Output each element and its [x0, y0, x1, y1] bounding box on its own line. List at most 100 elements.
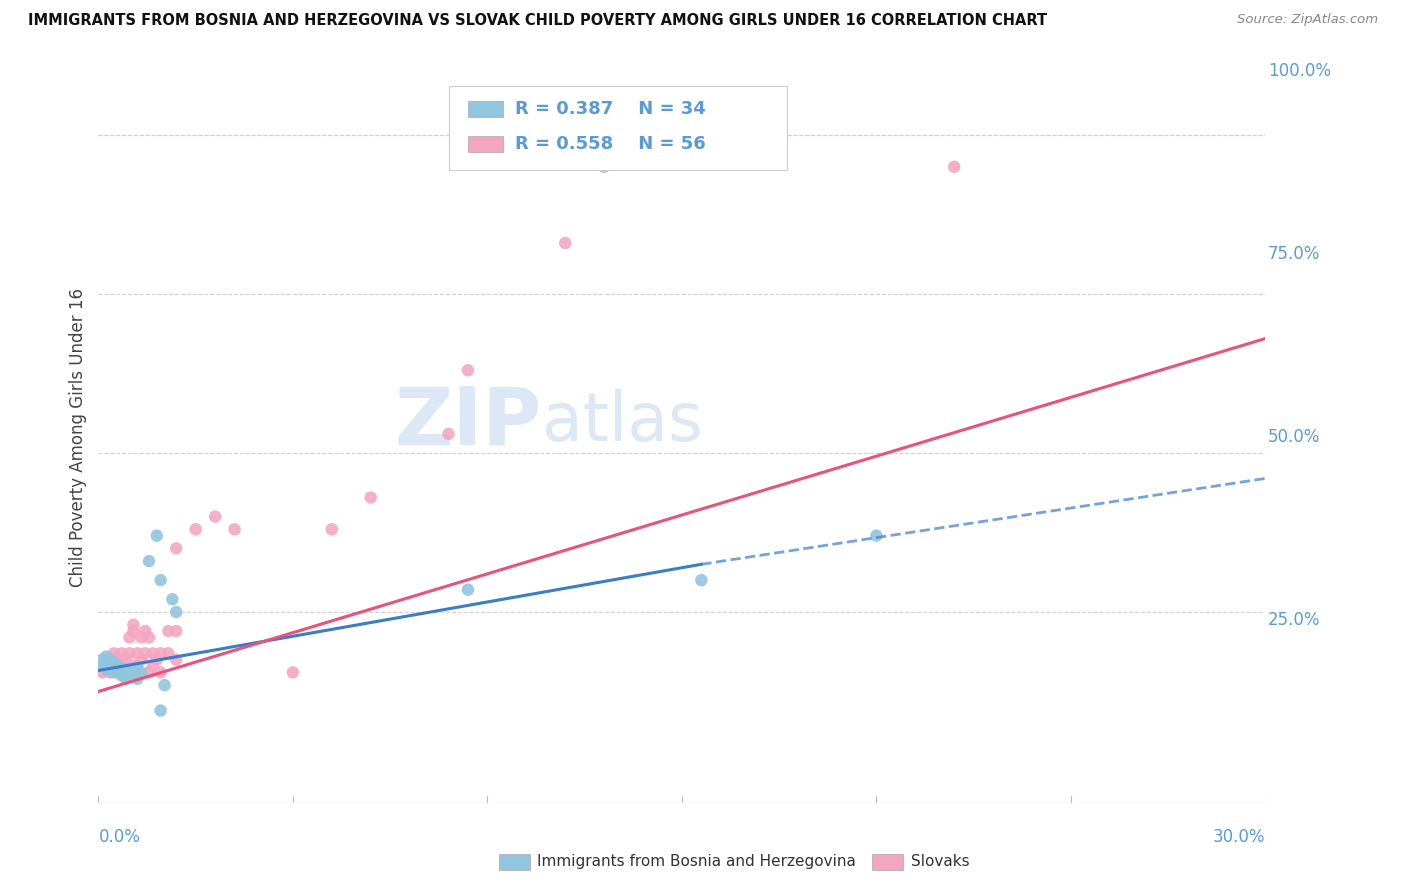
Point — [107, 665, 129, 680]
Point — [91, 659, 114, 673]
Point — [690, 573, 713, 587]
Point — [138, 665, 160, 680]
Text: Immigrants from Bosnia and Herzegovina: Immigrants from Bosnia and Herzegovina — [537, 855, 856, 869]
Point — [184, 522, 207, 536]
Point — [129, 631, 152, 645]
Point — [165, 541, 187, 556]
Point — [457, 582, 479, 597]
Point — [165, 624, 187, 638]
Point — [98, 662, 121, 676]
Text: 30.0%: 30.0% — [1213, 829, 1265, 847]
Point — [107, 665, 129, 680]
Point — [157, 624, 180, 638]
Point — [107, 653, 129, 667]
Point — [149, 573, 172, 587]
Text: ZIP: ZIP — [395, 384, 541, 461]
Point — [111, 668, 134, 682]
Point — [165, 605, 187, 619]
Point — [142, 659, 165, 673]
Point — [127, 659, 149, 673]
Point — [118, 646, 141, 660]
Point — [224, 522, 246, 536]
Point — [111, 659, 134, 673]
Point — [127, 646, 149, 660]
Point — [114, 659, 136, 673]
Point — [96, 662, 118, 676]
Point — [96, 659, 118, 673]
Point — [129, 665, 152, 680]
Point — [865, 529, 887, 543]
Point — [103, 659, 125, 673]
Point — [142, 646, 165, 660]
Point — [593, 160, 616, 174]
Point — [149, 704, 172, 718]
Point — [134, 624, 156, 638]
Point — [157, 646, 180, 660]
Point — [127, 662, 149, 676]
Point — [138, 631, 160, 645]
Point — [165, 653, 187, 667]
FancyBboxPatch shape — [468, 102, 503, 118]
Point — [138, 554, 160, 568]
Point — [118, 631, 141, 645]
Point — [96, 656, 118, 670]
Point — [127, 672, 149, 686]
Point — [146, 529, 169, 543]
Point — [554, 236, 576, 251]
Point — [98, 653, 121, 667]
Text: R = 0.558    N = 56: R = 0.558 N = 56 — [515, 135, 706, 153]
Point — [114, 662, 136, 676]
Point — [281, 665, 304, 680]
Point — [103, 662, 125, 676]
Point — [943, 160, 966, 174]
Text: 0.0%: 0.0% — [98, 829, 141, 847]
Point — [114, 653, 136, 667]
Point — [114, 672, 136, 686]
Point — [134, 646, 156, 660]
Point — [96, 653, 118, 667]
Text: 50.0%: 50.0% — [1268, 428, 1320, 446]
Y-axis label: Child Poverty Among Girls Under 16: Child Poverty Among Girls Under 16 — [69, 287, 87, 587]
Point — [122, 617, 145, 632]
Point — [96, 656, 118, 670]
Point — [103, 646, 125, 660]
Point — [321, 522, 343, 536]
Text: 75.0%: 75.0% — [1268, 245, 1320, 263]
Point — [103, 665, 125, 680]
Point — [107, 662, 129, 676]
Text: R = 0.387    N = 34: R = 0.387 N = 34 — [515, 101, 706, 119]
Point — [96, 649, 118, 664]
Point — [111, 665, 134, 680]
Point — [122, 624, 145, 638]
Point — [98, 656, 121, 670]
Text: 25.0%: 25.0% — [1268, 611, 1320, 629]
Point — [122, 668, 145, 682]
Point — [457, 363, 479, 377]
Point — [98, 659, 121, 673]
Point — [149, 665, 172, 680]
Point — [114, 665, 136, 680]
Text: Slovaks: Slovaks — [911, 855, 970, 869]
Text: atlas: atlas — [541, 390, 703, 456]
Point — [107, 659, 129, 673]
Point — [111, 653, 134, 667]
Point — [96, 662, 118, 676]
Point — [111, 665, 134, 680]
Point — [153, 678, 176, 692]
FancyBboxPatch shape — [468, 136, 503, 152]
Point — [162, 592, 184, 607]
Point — [103, 653, 125, 667]
Point — [118, 662, 141, 676]
Point — [111, 646, 134, 660]
Point — [204, 509, 226, 524]
FancyBboxPatch shape — [449, 86, 787, 170]
Text: IMMIGRANTS FROM BOSNIA AND HERZEGOVINA VS SLOVAK CHILD POVERTY AMONG GIRLS UNDER: IMMIGRANTS FROM BOSNIA AND HERZEGOVINA V… — [28, 13, 1047, 29]
Point — [91, 659, 114, 673]
Point — [149, 646, 172, 660]
Point — [360, 491, 382, 505]
Point — [91, 653, 114, 667]
Point — [437, 426, 460, 441]
Point — [103, 656, 125, 670]
Text: 100.0%: 100.0% — [1268, 62, 1330, 80]
Point — [107, 659, 129, 673]
